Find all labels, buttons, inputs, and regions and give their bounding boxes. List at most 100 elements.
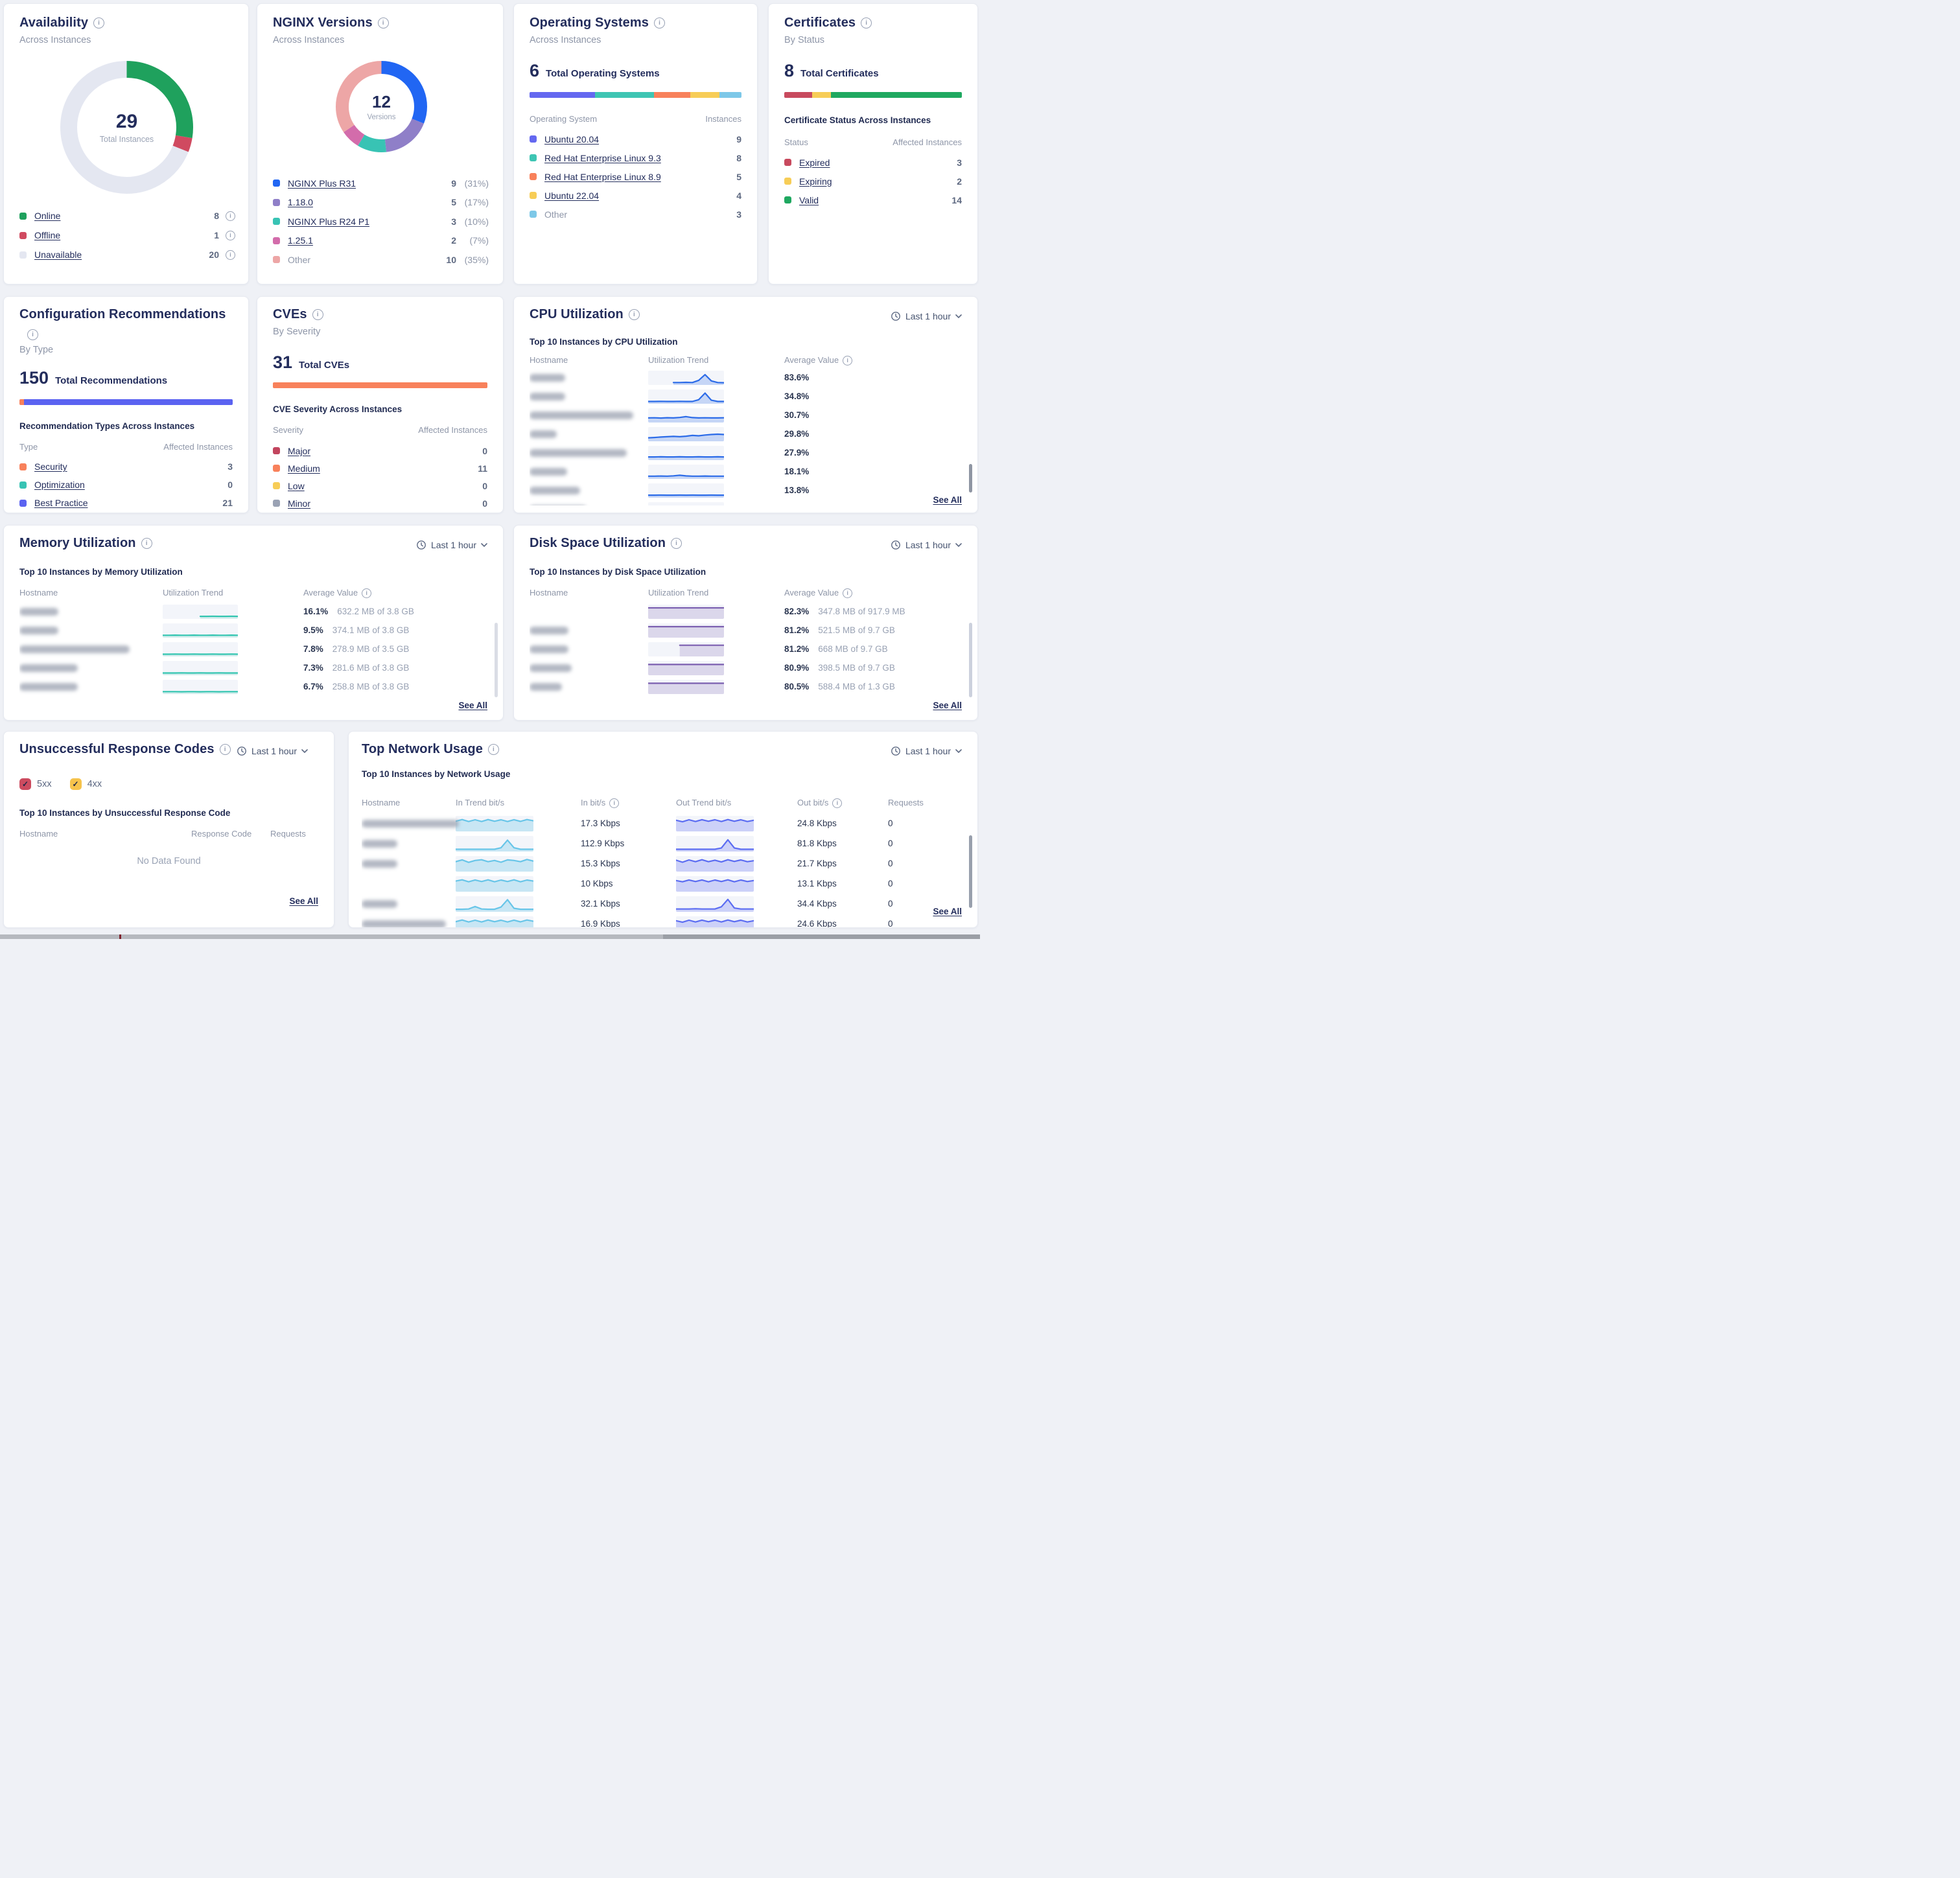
legend-label[interactable]: Offline [34,230,61,240]
info-icon[interactable]: i [27,329,38,340]
time-range-dropdown[interactable]: Last 1 hour [891,311,962,321]
row-label[interactable]: Ubuntu 20.04 [544,133,600,145]
hostname-cell [530,505,648,506]
col-average-value: Average Value i [303,588,487,598]
out-trend-chart [676,896,754,912]
info-icon[interactable]: i [832,798,843,808]
hostname-cell [530,373,648,382]
legend-label[interactable]: 1.18.0 [288,197,313,208]
table-row: 27.9% [530,443,962,462]
info-icon[interactable]: i [654,17,665,29]
card-title: CVEs [273,307,307,321]
legend-label[interactable]: NGINX Plus R31 [288,178,356,189]
scrollbar-thumb[interactable] [969,464,972,493]
row-color-chip [784,178,791,185]
hostname-cell [530,664,648,672]
chevron-down-icon [955,314,962,318]
row-label[interactable]: Security [34,461,67,472]
time-range-dropdown[interactable]: Last 1 hour [891,746,962,756]
card-header: Operating Systems i [530,16,665,30]
info-icon[interactable]: i [312,309,323,320]
info-icon[interactable]: i [843,355,853,365]
card-header: NGINX Versions i [273,16,389,30]
row-label[interactable]: Valid [799,194,819,205]
info-icon[interactable]: i [628,309,640,320]
row-color-chip [530,173,537,180]
row-label[interactable]: Medium [288,463,320,474]
scrollbar-thumb[interactable] [969,623,972,697]
time-range-dropdown[interactable]: Last 1 hour [891,540,962,550]
out-trend-chart [676,835,754,852]
bar-segment [812,92,832,98]
sparkline-chart [679,644,724,656]
row-color-chip [273,500,280,507]
legend-label[interactable]: NGINX Plus R24 P1 [288,216,370,227]
row-label[interactable]: Minor [288,498,311,509]
row-label[interactable]: Red Hat Enterprise Linux 9.3 [544,152,661,163]
filter-checkbox-4xx[interactable]: ✓ [69,778,82,790]
out-trend-cell [676,815,797,831]
legend-label[interactable]: 1.25.1 [288,235,313,246]
legend-label[interactable]: Online [34,211,61,221]
legend-label[interactable]: Unavailable [34,249,82,260]
info-icon[interactable]: i [226,211,235,221]
col-average-value: Average Value i [784,588,962,598]
see-all-link[interactable]: See All [289,896,318,906]
row-label[interactable]: Low [288,480,305,491]
time-range-dropdown[interactable]: Last 1 hour [416,540,487,550]
row-label[interactable]: Expired [799,157,830,168]
legend-color-chip [273,180,280,187]
info-icon[interactable]: i [861,17,872,29]
info-icon[interactable]: i [141,538,152,549]
see-all-link[interactable]: See All [933,701,962,710]
info-icon[interactable]: i [226,230,235,240]
info-icon[interactable]: i [93,17,105,29]
average-value: 16.1% [303,606,329,616]
col-response-code: Response Code [191,829,252,839]
section-heading: Certificate Status Across Instances [784,115,931,125]
hostname-blurred [362,839,397,848]
trend-cell [648,408,784,423]
clock-icon [891,540,900,550]
row-label[interactable]: Optimization [34,480,85,490]
time-range-dropdown[interactable]: Last 1 hour [237,746,308,756]
info-icon[interactable]: i [843,588,853,598]
see-all-link[interactable]: See All [458,701,487,710]
legend-value: 5 [451,197,456,208]
legend-percentage: (17%) [464,197,489,208]
hostname-cell [362,859,456,868]
info-icon[interactable]: i [362,588,372,598]
info-icon[interactable]: i [226,249,235,260]
table-row: 10 Kbps 13.1 Kbps 0 [362,874,962,894]
bar-segment [530,92,596,98]
info-icon[interactable]: i [377,17,389,29]
see-all-link[interactable]: See All [933,495,962,505]
row-label[interactable]: Red Hat Enterprise Linux 8.9 [544,171,661,182]
info-icon[interactable]: i [671,538,682,549]
table-row: Ubuntu 22.04 4 [530,186,741,205]
info-icon[interactable]: i [219,744,231,755]
card-title: NGINX Versions [273,16,373,30]
value-detail: 281.6 MB of 3.8 GB [332,662,410,673]
row-label[interactable]: Ubuntu 22.04 [544,190,600,201]
see-all-link[interactable]: See All [929,907,962,916]
card-subtitle: By Severity [273,327,321,337]
cpu-table: 83.6% 34.8% 30.7% 29.8% 27.9% 18.1% 13.8% [530,368,962,505]
section-heading: Top 10 Instances by Memory Utilization [19,567,183,577]
card-subtitle: Across Instances [530,35,601,45]
out-trend-chart [676,875,754,892]
info-icon[interactable]: i [609,798,620,808]
scrollbar-thumb[interactable] [969,835,972,908]
info-icon[interactable]: i [487,744,499,755]
row-label[interactable]: Expiring [799,176,832,187]
filter-checkbox-5xx[interactable]: ✓ [19,778,31,790]
hostname-cell [19,645,163,653]
hostname-cell [530,626,648,634]
utilization-trend [648,408,724,423]
row-label[interactable]: Major [288,445,311,456]
legend-item: 1.25.1 2 (7%) [273,231,489,251]
row-label[interactable]: Best Practice [34,498,88,508]
value-detail: 347.8 MB of 917.9 MB [818,606,905,616]
hostname-cell [530,682,648,691]
scrollbar-thumb[interactable] [495,623,498,697]
